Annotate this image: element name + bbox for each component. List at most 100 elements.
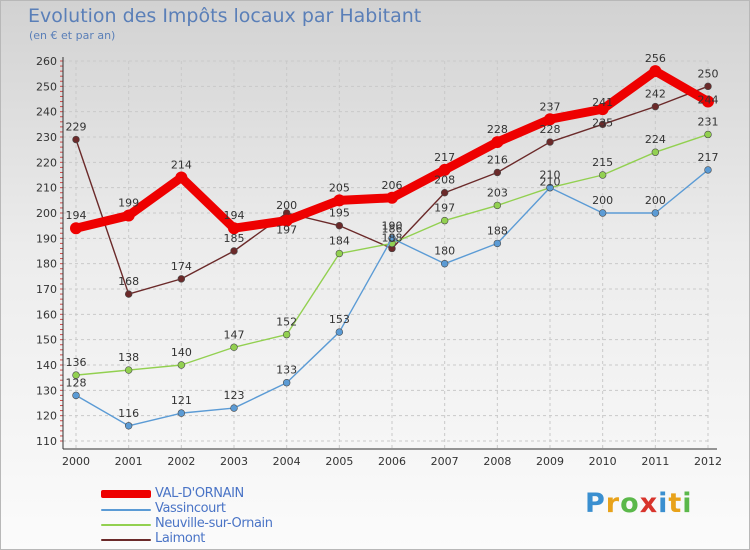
x-tick-label: 2012 — [694, 455, 722, 468]
data-label: 123 — [224, 389, 245, 402]
y-tick-label: 250 — [36, 80, 57, 93]
y-tick-label: 140 — [36, 359, 57, 372]
legend-swatch — [101, 524, 151, 526]
proxiti-logo: Proxiti — [585, 488, 693, 519]
data-label: 152 — [276, 316, 297, 329]
data-label: 174 — [171, 260, 192, 273]
y-tick-label: 230 — [36, 131, 57, 144]
data-label: 188 — [487, 224, 508, 237]
data-point — [598, 171, 607, 179]
data-label: 197 — [276, 224, 297, 237]
data-point — [546, 138, 554, 146]
data-label: 215 — [592, 156, 613, 169]
data-label: 231 — [698, 115, 719, 128]
data-point — [228, 222, 240, 235]
x-tick-label: 2002 — [167, 455, 195, 468]
data-label: 216 — [487, 153, 508, 166]
data-point — [649, 65, 662, 78]
data-point — [175, 171, 188, 184]
data-label: 185 — [224, 232, 245, 245]
data-label: 136 — [66, 356, 87, 369]
series-line — [71, 66, 713, 233]
data-label: 210 — [540, 176, 561, 189]
data-point — [651, 209, 660, 217]
legend-swatch — [101, 490, 151, 498]
data-point — [282, 379, 291, 387]
data-label: 116 — [118, 407, 139, 420]
data-label: 121 — [171, 394, 192, 407]
data-point — [546, 183, 554, 192]
x-tick-label: 2008 — [483, 455, 511, 468]
data-label: 138 — [118, 351, 139, 364]
data-label: 153 — [329, 313, 350, 326]
data-label: 186 — [382, 222, 403, 235]
data-point — [704, 82, 712, 91]
data-label: 197 — [434, 202, 455, 215]
data-label: 194 — [224, 209, 245, 222]
data-label: 208 — [434, 174, 455, 187]
data-point — [72, 371, 80, 379]
data-point — [651, 102, 660, 111]
data-point — [493, 239, 502, 248]
data-point — [72, 391, 80, 400]
data-label: 244 — [698, 94, 719, 107]
x-tick-label: 2000 — [62, 455, 90, 468]
x-tick-label: 2004 — [273, 455, 301, 468]
data-label: 133 — [276, 364, 297, 377]
x-tick-label: 2011 — [641, 455, 669, 468]
data-point — [651, 148, 660, 156]
data-point — [704, 166, 712, 174]
logo-letter: r — [605, 488, 621, 519]
data-point — [335, 328, 344, 336]
chart-title: Evolution des Impôts locaux par Habitant — [28, 5, 422, 27]
x-tick-label: 2005 — [325, 455, 353, 468]
y-tick-label: 150 — [36, 334, 57, 347]
data-label: 242 — [645, 88, 666, 101]
data-point — [124, 366, 133, 374]
data-label: 217 — [434, 151, 455, 164]
data-label: 140 — [171, 346, 192, 359]
data-point — [440, 216, 449, 225]
data-label: 229 — [66, 121, 87, 134]
data-point — [335, 221, 344, 230]
data-label: 203 — [487, 186, 508, 199]
data-point — [124, 290, 133, 298]
data-point — [388, 234, 396, 243]
data-point — [491, 136, 504, 149]
y-tick-label: 180 — [36, 258, 57, 271]
x-tick-label: 2010 — [589, 455, 617, 468]
data-label: 195 — [329, 207, 350, 220]
data-point — [177, 361, 186, 369]
data-point — [704, 130, 712, 139]
y-tick-label: 190 — [36, 232, 57, 245]
data-point — [177, 409, 186, 417]
data-point — [333, 194, 346, 207]
data-point — [122, 209, 135, 222]
data-point — [493, 201, 502, 210]
logo-letter: o — [620, 488, 640, 519]
y-tick-label: 160 — [36, 308, 57, 321]
data-point — [177, 275, 186, 283]
data-label: 235 — [592, 116, 613, 129]
data-label: 228 — [487, 123, 508, 136]
data-label: 200 — [592, 194, 613, 207]
data-label: 184 — [329, 235, 350, 248]
data-label: 241 — [592, 96, 613, 109]
chart-subtitle: (en € et par an) — [29, 29, 116, 42]
data-point — [598, 209, 607, 217]
data-point — [282, 330, 291, 339]
legend-label: Laimont — [155, 531, 205, 546]
data-point — [230, 343, 238, 351]
data-point — [280, 214, 293, 227]
data-point — [230, 247, 238, 255]
data-label: 205 — [329, 181, 350, 194]
data-label: 224 — [645, 133, 666, 146]
data-label: 190 — [382, 219, 403, 232]
y-tick-label: 130 — [36, 384, 57, 397]
data-point — [440, 259, 449, 268]
y-tick-label: 110 — [36, 435, 57, 448]
logo-letter: P — [585, 488, 606, 519]
logo-letter: t — [668, 488, 683, 519]
